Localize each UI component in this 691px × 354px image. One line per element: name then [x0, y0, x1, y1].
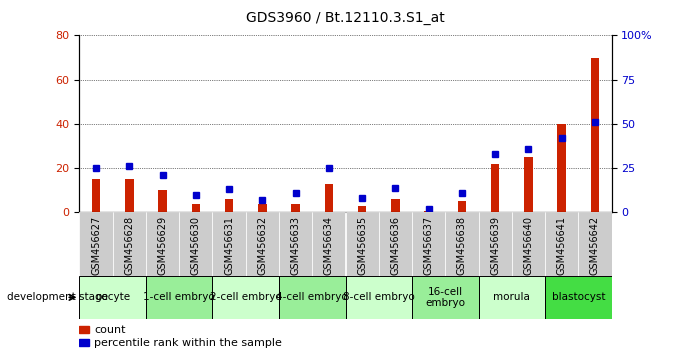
Text: GSM456642: GSM456642 — [590, 216, 600, 275]
Text: GSM456631: GSM456631 — [224, 216, 234, 275]
Text: GSM456636: GSM456636 — [390, 216, 400, 275]
Bar — [512, 212, 545, 276]
Bar — [79, 339, 89, 346]
Text: 16-cell
embryo: 16-cell embryo — [425, 286, 465, 308]
Text: blastocyst: blastocyst — [551, 292, 605, 302]
Bar — [212, 276, 279, 319]
Bar — [279, 276, 346, 319]
Text: oocyte: oocyte — [95, 292, 131, 302]
Bar — [391, 199, 399, 212]
Bar — [478, 276, 545, 319]
Bar — [146, 212, 179, 276]
Text: GSM456635: GSM456635 — [357, 216, 367, 275]
Bar — [524, 157, 533, 212]
Text: GDS3960 / Bt.12110.3.S1_at: GDS3960 / Bt.12110.3.S1_at — [246, 11, 445, 25]
Bar — [179, 212, 212, 276]
Bar — [212, 212, 246, 276]
Text: 2-cell embryo: 2-cell embryo — [210, 292, 282, 302]
Bar — [258, 204, 267, 212]
Bar — [558, 124, 566, 212]
Bar — [412, 212, 445, 276]
Bar — [578, 212, 612, 276]
Text: morula: morula — [493, 292, 530, 302]
Bar — [246, 212, 279, 276]
Bar — [158, 190, 167, 212]
Text: GSM456639: GSM456639 — [490, 216, 500, 275]
Bar — [545, 212, 578, 276]
Bar — [346, 212, 379, 276]
Bar — [457, 201, 466, 212]
Bar — [545, 276, 612, 319]
Bar — [312, 212, 346, 276]
Text: GSM456628: GSM456628 — [124, 216, 134, 275]
Bar — [79, 212, 113, 276]
Bar — [279, 212, 312, 276]
Bar — [146, 276, 212, 319]
Text: GSM456629: GSM456629 — [158, 216, 168, 275]
Bar — [92, 179, 100, 212]
Text: GSM456627: GSM456627 — [91, 216, 101, 275]
Text: GSM456638: GSM456638 — [457, 216, 467, 275]
Bar — [591, 57, 599, 212]
Bar — [412, 276, 478, 319]
Bar — [79, 326, 89, 333]
Text: GSM456630: GSM456630 — [191, 216, 201, 275]
Bar — [424, 211, 433, 212]
Bar — [478, 212, 512, 276]
Text: GSM456634: GSM456634 — [324, 216, 334, 275]
Text: GSM456633: GSM456633 — [291, 216, 301, 275]
Bar — [292, 204, 300, 212]
Bar — [125, 179, 133, 212]
Bar — [491, 164, 500, 212]
Text: 4-cell embryo: 4-cell embryo — [276, 292, 348, 302]
Text: development stage: development stage — [7, 292, 108, 302]
Text: 1-cell embryo: 1-cell embryo — [143, 292, 215, 302]
Bar — [346, 276, 412, 319]
Text: GSM456641: GSM456641 — [557, 216, 567, 275]
Bar — [79, 276, 146, 319]
Text: percentile rank within the sample: percentile rank within the sample — [95, 338, 282, 348]
Bar — [358, 206, 366, 212]
Bar — [445, 212, 478, 276]
Text: GSM456637: GSM456637 — [424, 216, 434, 275]
Bar — [379, 212, 412, 276]
Bar — [191, 204, 200, 212]
Text: GSM456640: GSM456640 — [523, 216, 533, 275]
Text: 8-cell embryo: 8-cell embryo — [343, 292, 415, 302]
Bar — [113, 212, 146, 276]
Bar — [225, 199, 234, 212]
Bar — [325, 184, 333, 212]
Text: count: count — [95, 325, 126, 335]
Text: GSM456632: GSM456632 — [257, 216, 267, 275]
